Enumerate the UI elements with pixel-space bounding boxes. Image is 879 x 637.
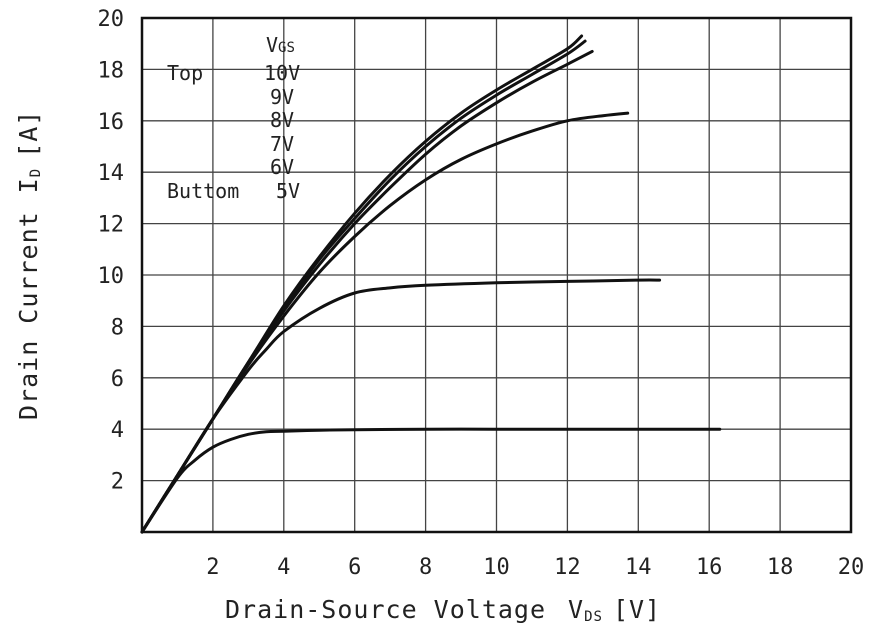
y-tick-label: 10 <box>98 264 125 289</box>
x-tick-label: 20 <box>838 555 865 580</box>
y-tick-label: 16 <box>98 110 125 135</box>
x-tick-label: 4 <box>277 555 290 580</box>
y-tick-label: 6 <box>111 367 124 392</box>
curves <box>140 34 722 534</box>
plot-frame <box>140 16 853 534</box>
series-line-7v <box>140 111 630 534</box>
y-tick-label: 18 <box>98 58 125 83</box>
legend-entry: 5V <box>276 179 300 203</box>
legend-entry: 6V <box>270 155 294 179</box>
x-tick-label: 10 <box>483 555 510 580</box>
legend: VGS Top Buttom 10V 9V 8V 7V 6V 5V <box>167 33 300 203</box>
x-tick-labels: 2 4 6 8 10 12 14 16 18 20 <box>206 555 864 580</box>
y-tick-labels: 2 4 6 8 10 12 14 16 18 20 <box>98 7 125 495</box>
x-tick-label: 6 <box>348 555 361 580</box>
y-tick-label: 14 <box>98 161 125 186</box>
x-axis-title: Drain-Source Voltage VDS [V] <box>225 595 661 625</box>
legend-top-label: Top <box>167 61 203 85</box>
legend-entry: 8V <box>270 108 294 132</box>
x-tick-label: 18 <box>767 555 794 580</box>
y-tick-label: 12 <box>98 213 125 238</box>
x-tick-label: 2 <box>206 555 219 580</box>
series-line-6v <box>140 278 662 534</box>
legend-entry: 7V <box>270 132 294 156</box>
legend-entry: 10V <box>264 61 300 85</box>
series-line-5v <box>140 427 722 534</box>
legend-header: VGS <box>266 33 295 57</box>
x-tick-label: 16 <box>696 555 723 580</box>
x-tick-label: 14 <box>625 555 652 580</box>
y-tick-label: 20 <box>98 7 125 32</box>
x-tick-label: 8 <box>419 555 432 580</box>
y-tick-label: 2 <box>111 470 124 495</box>
y-axis-title: Drain CurrentID[A] <box>14 110 44 420</box>
series-line-10v <box>140 34 584 534</box>
y-tick-label: 4 <box>111 418 124 443</box>
x-tick-label: 12 <box>554 555 581 580</box>
legend-bottom-label: Buttom <box>167 179 239 203</box>
y-tick-label: 8 <box>111 315 124 340</box>
grid <box>142 18 851 532</box>
series-line-9v <box>140 39 587 534</box>
legend-entry: 9V <box>270 85 294 109</box>
